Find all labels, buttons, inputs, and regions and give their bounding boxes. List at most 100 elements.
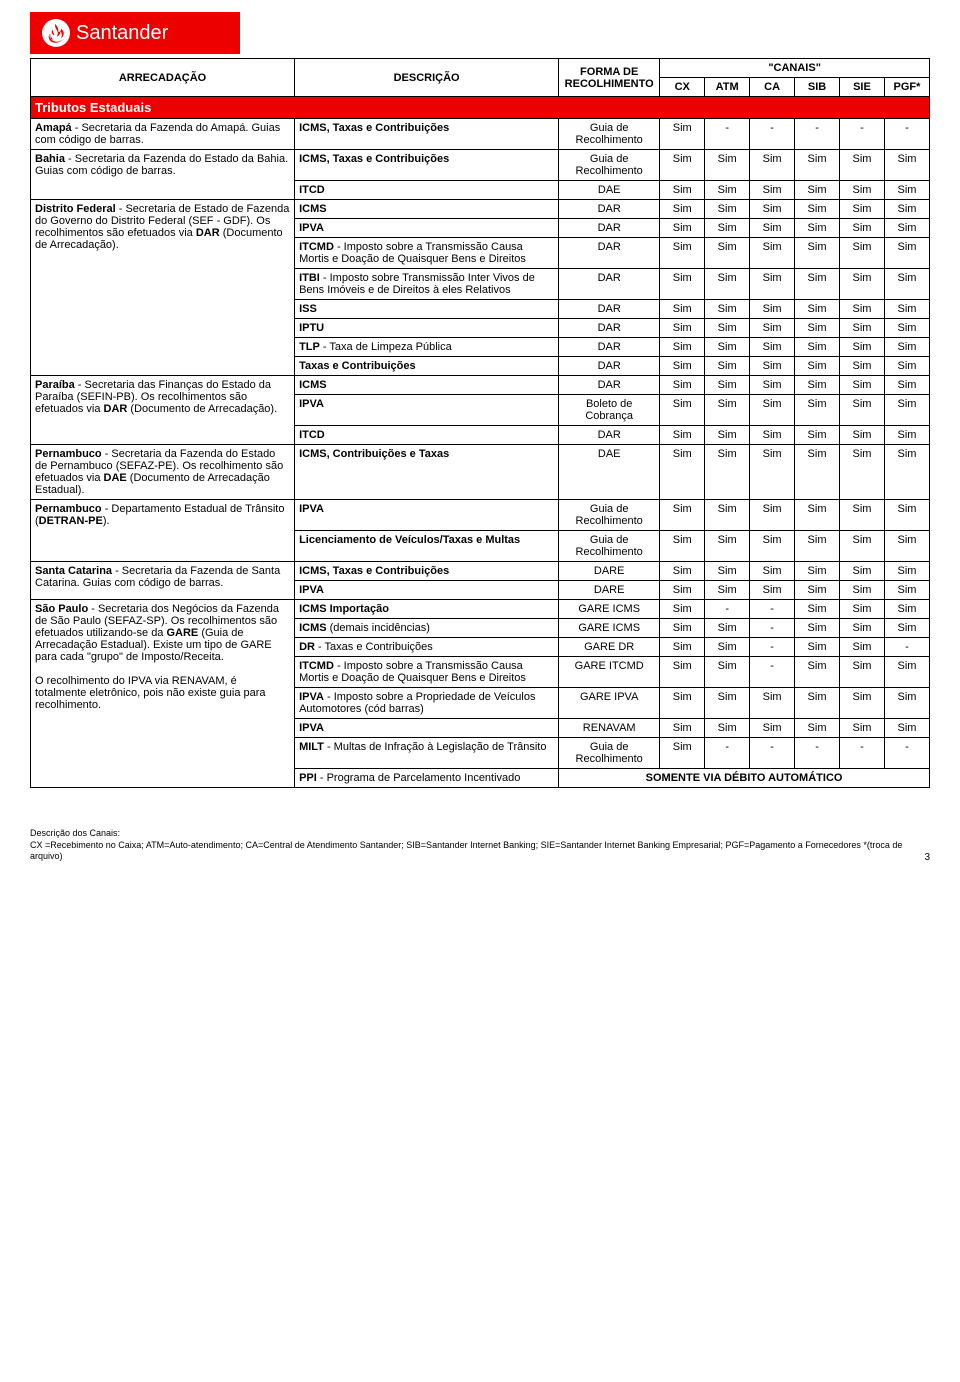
section-title: Tributos Estaduais [31, 97, 930, 119]
arrecadacao-cell: São Paulo - Secretaria dos Negócios da F… [31, 600, 295, 788]
channel-cell: Sim [795, 500, 840, 531]
channel-cell: Sim [840, 500, 885, 531]
forma-cell: Guia de Recolhimento [559, 150, 660, 181]
channel-cell: Sim [884, 445, 929, 500]
channel-cell: Sim [840, 688, 885, 719]
channel-cell: Sim [750, 300, 795, 319]
channel-cell: Sim [705, 338, 750, 357]
channel-cell: Sim [750, 219, 795, 238]
descricao-cell: ICMS [295, 376, 559, 395]
forma-cell: Guia de Recolhimento [559, 531, 660, 562]
descricao-cell: MILT - Multas de Infração à Legislação d… [295, 738, 559, 769]
channel-cell: Sim [660, 638, 705, 657]
descricao-cell: ITCMD - Imposto sobre a Transmissão Caus… [295, 238, 559, 269]
channel-cell: Sim [795, 581, 840, 600]
forma-cell: DAR [559, 319, 660, 338]
channel-cell: Sim [795, 319, 840, 338]
channel-cell: Sim [884, 619, 929, 638]
channel-cell: - [750, 638, 795, 657]
channel-cell: Sim [795, 338, 840, 357]
descricao-cell: TLP - Taxa de Limpeza Pública [295, 338, 559, 357]
forma-cell: DAE [559, 445, 660, 500]
arrecadacao-cell: Distrito Federal - Secretaria de Estado … [31, 200, 295, 376]
descricao-cell: Licenciamento de Veículos/Taxas e Multas [295, 531, 559, 562]
special-cell: SOMENTE VIA DÉBITO AUTOMÁTICO [559, 769, 930, 788]
forma-cell: DAR [559, 200, 660, 219]
channel-cell: Sim [750, 200, 795, 219]
channel-cell: - [705, 119, 750, 150]
channel-cell: - [795, 119, 840, 150]
channel-cell: Sim [750, 395, 795, 426]
th-channel: CA [750, 78, 795, 97]
channel-cell: Sim [705, 219, 750, 238]
channel-cell: Sim [840, 638, 885, 657]
channel-cell: Sim [705, 319, 750, 338]
channel-cell: Sim [795, 657, 840, 688]
channel-cell: Sim [705, 657, 750, 688]
channel-cell: Sim [795, 719, 840, 738]
brand-logo: Santander [30, 12, 240, 54]
forma-cell: Guia de Recolhimento [559, 119, 660, 150]
channel-cell: - [750, 657, 795, 688]
channel-cell: Sim [705, 638, 750, 657]
channel-cell: Sim [840, 426, 885, 445]
forma-cell: GARE ITCMD [559, 657, 660, 688]
descricao-cell: IPVA - Imposto sobre a Propriedade de Ve… [295, 688, 559, 719]
channel-cell: Sim [660, 376, 705, 395]
channel-cell: - [750, 738, 795, 769]
descricao-cell: Taxas e Contribuições [295, 357, 559, 376]
footer-text: CX =Recebimento no Caixa; ATM=Auto-atend… [30, 840, 902, 862]
descricao-cell: ICMS, Taxas e Contribuições [295, 562, 559, 581]
channel-cell: Sim [840, 338, 885, 357]
channel-cell: Sim [840, 581, 885, 600]
channel-cell: Sim [884, 319, 929, 338]
th-descricao: DESCRIÇÃO [295, 59, 559, 97]
channel-cell: Sim [795, 238, 840, 269]
channel-cell: Sim [795, 562, 840, 581]
channel-cell: Sim [660, 119, 705, 150]
channel-cell: Sim [884, 426, 929, 445]
th-forma: FORMA DE RECOLHIMENTO [559, 59, 660, 97]
forma-cell: DAE [559, 181, 660, 200]
channel-cell: - [795, 738, 840, 769]
channel-cell: Sim [884, 338, 929, 357]
channel-cell: Sim [660, 238, 705, 269]
th-channel: SIB [795, 78, 840, 97]
channel-cell: Sim [705, 238, 750, 269]
channel-cell: Sim [795, 531, 840, 562]
channel-cell: Sim [840, 269, 885, 300]
channel-cell: Sim [884, 688, 929, 719]
descricao-cell: PPI - Programa de Parcelamento Incentiva… [295, 769, 559, 788]
channel-cell: Sim [660, 200, 705, 219]
channel-cell: Sim [795, 600, 840, 619]
descricao-cell: ICMS [295, 200, 559, 219]
channel-cell: Sim [884, 150, 929, 181]
forma-cell: GARE ICMS [559, 600, 660, 619]
channel-cell: Sim [660, 269, 705, 300]
channel-cell: Sim [795, 395, 840, 426]
channel-cell: Sim [884, 531, 929, 562]
channel-cell: Sim [750, 238, 795, 269]
forma-cell: DAR [559, 219, 660, 238]
forma-cell: DAR [559, 357, 660, 376]
channel-cell: Sim [705, 395, 750, 426]
channel-cell: - [705, 600, 750, 619]
th-channel: CX [660, 78, 705, 97]
forma-cell: DAR [559, 269, 660, 300]
forma-cell: DAR [559, 238, 660, 269]
channel-cell: Sim [660, 500, 705, 531]
channel-cell: Sim [660, 150, 705, 181]
channel-cell: Sim [660, 688, 705, 719]
channel-cell: Sim [705, 200, 750, 219]
descricao-cell: IPVA [295, 719, 559, 738]
channel-cell: Sim [660, 619, 705, 638]
channel-cell: Sim [660, 531, 705, 562]
forma-cell: DARE [559, 562, 660, 581]
channel-cell: Sim [884, 300, 929, 319]
channel-cell: Sim [750, 319, 795, 338]
channel-cell: Sim [884, 376, 929, 395]
descricao-cell: ICMS Importação [295, 600, 559, 619]
th-canais: "CANAIS" [660, 59, 930, 78]
channel-cell: Sim [660, 219, 705, 238]
channel-cell: Sim [660, 562, 705, 581]
